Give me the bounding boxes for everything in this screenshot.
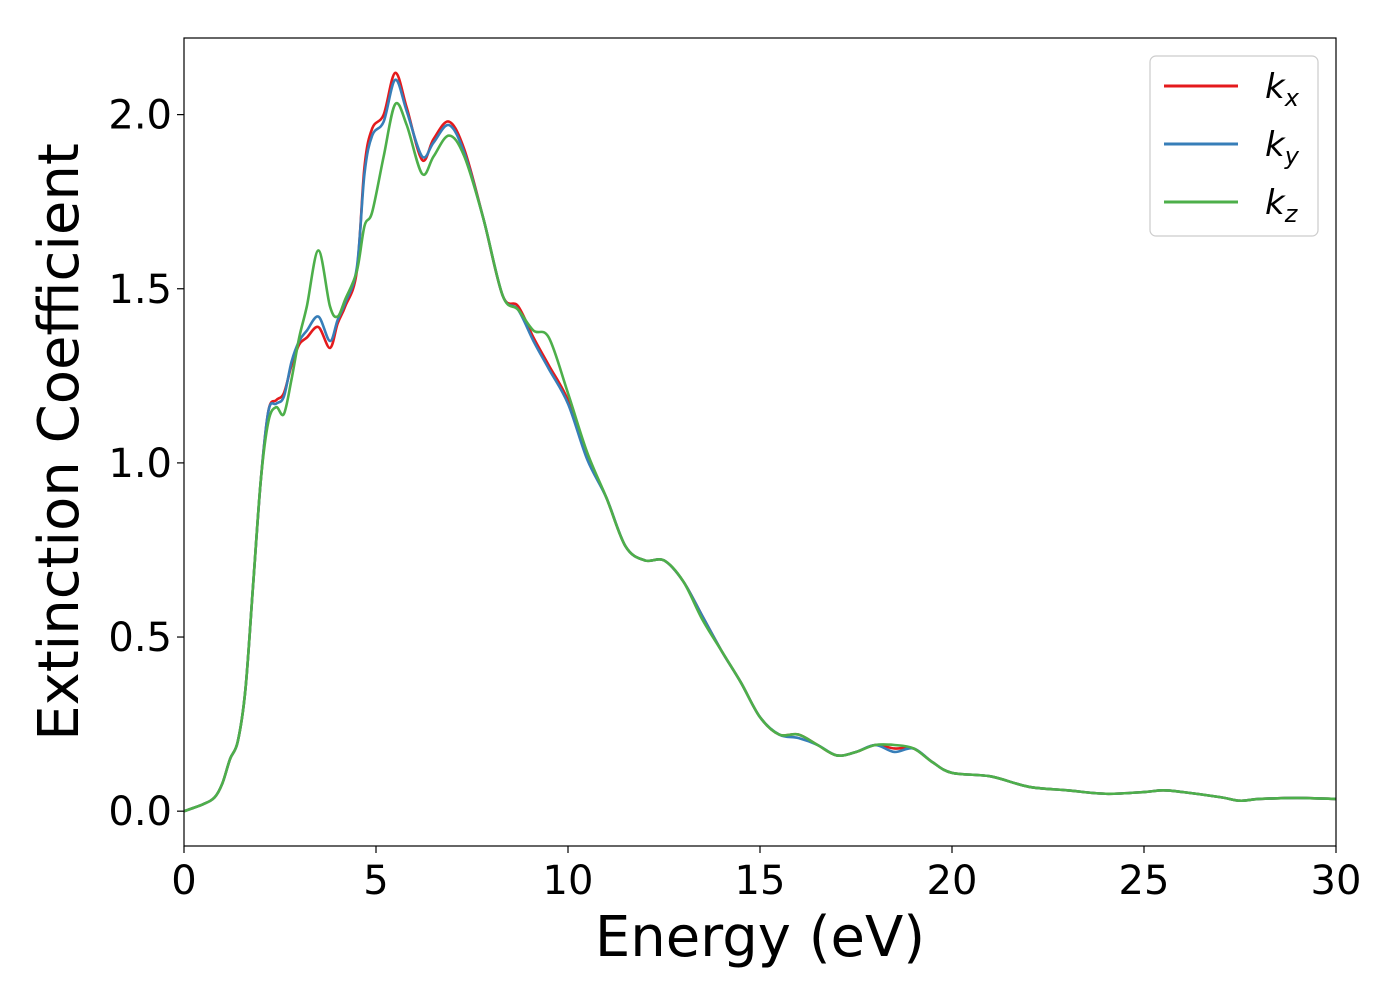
x-tick-label: 5 bbox=[363, 858, 388, 904]
y-tick-label: 0.0 bbox=[108, 789, 172, 835]
x-tick-label: 15 bbox=[735, 858, 786, 904]
y-axis-ticks: 0.0 0.5 1.0 1.5 2.0 bbox=[108, 93, 184, 835]
x-axis-title: Energy (eV) bbox=[595, 905, 925, 970]
legend: kx ky kz bbox=[1149, 55, 1319, 237]
series-layer bbox=[183, 71, 1337, 813]
legend-label-kx: kx bbox=[1265, 67, 1300, 112]
x-tick-label: 0 bbox=[171, 858, 196, 904]
x-tick-label: 20 bbox=[927, 858, 978, 904]
legend-label-ky: ky bbox=[1265, 125, 1300, 170]
y-tick-label: 2.0 bbox=[108, 93, 172, 139]
y-axis-title: Extinction Coefficient bbox=[27, 143, 92, 741]
x-axis-ticks: 0 5 10 15 20 25 30 bbox=[171, 846, 1361, 904]
y-tick-label: 1.0 bbox=[108, 441, 172, 487]
legend-box bbox=[1149, 55, 1319, 237]
plot-background bbox=[184, 38, 1336, 846]
series-line-kz bbox=[183, 101, 1337, 813]
y-tick-label: 0.5 bbox=[108, 615, 172, 661]
x-tick-label: 25 bbox=[1119, 858, 1170, 904]
legend-label-kz: kz bbox=[1265, 183, 1299, 228]
x-tick-label: 30 bbox=[1311, 858, 1362, 904]
y-tick-label: 1.5 bbox=[108, 267, 172, 313]
x-tick-label: 10 bbox=[543, 858, 594, 904]
